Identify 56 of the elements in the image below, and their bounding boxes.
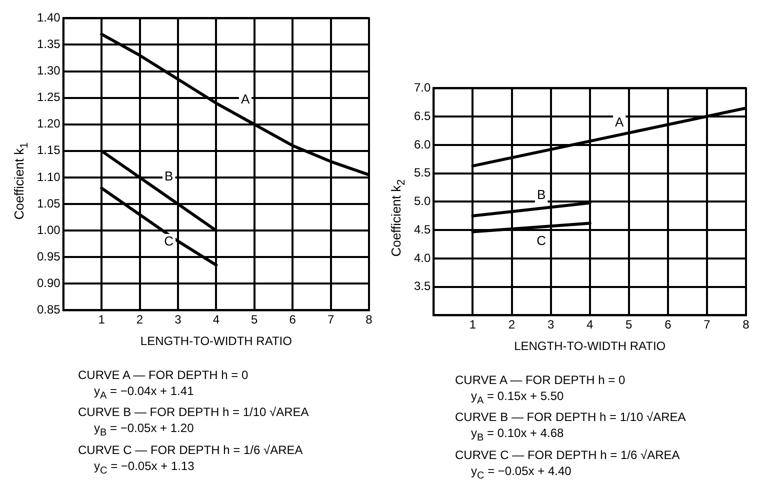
y-tick-label: 7.0 [414,80,431,95]
y-tick-label: 1.40 [36,10,61,25]
series-label: B [536,186,546,202]
x-tick-label: 1 [98,312,106,327]
x-tick-label: 6 [664,318,672,332]
x-tick-label: 3 [547,318,554,332]
y-tick-label: 0.85 [36,302,61,317]
text: y$_{B}$ = −0.05x + 1.20 [93,420,195,441]
y-tick-label: 1.10 [36,170,61,184]
x-tick-label: 8 [366,312,373,327]
x-tick-label: 3 [174,312,182,327]
y-tick-label: 3.5 [414,279,431,294]
x-axis-title: LENGTH-TO-WIDTH RATIO [514,339,666,354]
x-tick-label: 8 [742,318,750,332]
series-label: C [536,233,546,248]
text: CURVE C — FOR DEPTH h = 1/6 √AREA [455,446,681,463]
x-tick-label: 6 [289,312,296,327]
y-tick-label: 5.0 [414,194,431,208]
x-tick-label: 2 [508,318,516,332]
series-label: A [615,114,624,130]
series-label: C [164,233,174,248]
text: CURVE C — FOR DEPTH h = 1/6 √AREA [78,442,304,458]
x-tick-label: 5 [626,318,633,332]
text: CURVE A — FOR DEPTH h = 0 [455,372,626,388]
x-tick-label: 4 [586,318,594,332]
y-tick-label: 6.0 [414,137,431,152]
y-tick-label: 1.25 [36,90,61,104]
y-tick-label: 0.90 [36,276,61,290]
x-tick-label: 5 [251,312,258,327]
x-tick-label: 2 [136,312,144,327]
text: y$_{C}$ = −0.05x + 4.40 [470,462,572,484]
text: y$_{A}$ = −0.04x + 1.41 [93,383,195,404]
text: y$_{A}$ = 0.15x + 5.50 [470,388,565,408]
y-tick-label: 1.20 [36,116,61,131]
x-tick-label: 7 [327,312,334,327]
x-tick-label: 4 [212,312,220,327]
y-tick-label: 4.0 [414,250,431,265]
series-label: B [164,168,174,184]
x-tick-label: 7 [704,318,711,332]
y-tick-label: 6.5 [414,108,431,123]
y-tick-label: 4.5 [414,222,431,236]
series-label: A [240,91,250,106]
text: CURVE A — FOR DEPTH h = 0 [78,367,250,383]
y-tick-label: 1.00 [36,222,61,237]
y-tick-label: 1.05 [36,196,61,210]
x-tick-label: 1 [469,318,476,332]
text: y$_{B}$ = 0.10x + 4.68 [470,425,565,446]
x-axis-title: LENGTH-TO-WIDTH RATIO [140,334,292,348]
y-tick-label: 1.35 [36,37,61,52]
y-tick-label: 1.30 [36,64,61,78]
y-tick-label: 0.95 [36,249,61,264]
y-tick-label: 5.5 [414,166,431,180]
text: y$_{C}$ = −0.05x + 1.13 [93,458,196,478]
text: CURVE B — FOR DEPTH h = 1/10 √AREA [78,404,310,420]
y-tick-label: 1.15 [36,143,61,158]
text: CURVE B — FOR DEPTH h = 1/10 √AREA [455,409,687,426]
